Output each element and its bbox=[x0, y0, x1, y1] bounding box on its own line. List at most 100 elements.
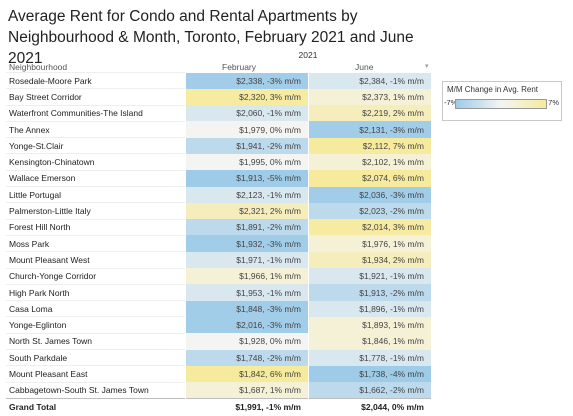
sort-icon[interactable]: ▾ bbox=[425, 63, 429, 70]
legend-gradient-bar bbox=[455, 99, 547, 109]
table-row[interactable]: Yonge-Eglinton $2,016, -3% m/m $1,893, 1% … bbox=[6, 316, 431, 334]
neighbourhood-name: Casa Loma bbox=[6, 300, 186, 317]
february-cell[interactable]: $1,932, -3% m/m bbox=[185, 235, 309, 252]
june-cell[interactable]: $2,112, 7% m/m bbox=[308, 137, 431, 154]
table-row[interactable]: Mount Pleasant East $1,842, 6% m/m $1,738,… bbox=[6, 365, 431, 383]
february-cell[interactable]: $1,995, 0% m/m bbox=[185, 153, 309, 171]
column-header-neighbourhood[interactable]: Neighbourhood bbox=[9, 62, 68, 72]
neighbourhood-name: Mount Pleasant East bbox=[6, 365, 186, 383]
june-cell[interactable]: $1,662, -2% m/m bbox=[308, 382, 431, 399]
table-row[interactable]: Mount Pleasant West $1,971, -1% m/m $1,934… bbox=[6, 251, 431, 269]
june-cell[interactable]: $2,102, 1% m/m bbox=[308, 153, 431, 171]
grand-total-june: $2,044, 0% m/m bbox=[308, 397, 431, 416]
table-row[interactable]: Rosedale-Moore Park $2,338, -3% m/m $2,384… bbox=[6, 71, 431, 89]
june-cell[interactable]: $2,373, 1% m/m bbox=[308, 88, 431, 106]
june-cell-text: $1,662, -2% m/m bbox=[359, 385, 424, 396]
table-row[interactable]: Palmerston-Little Italy $2,321, 2% m/m $2,… bbox=[6, 202, 431, 220]
february-cell[interactable]: $1,748, -2% m/m bbox=[185, 349, 309, 366]
grand-total-row[interactable]: Grand Total $1,991, -1% m/m $2,044, 0% m/m bbox=[6, 397, 431, 416]
june-cell[interactable]: $1,976, 1% m/m bbox=[308, 235, 431, 252]
june-cell[interactable]: $2,014, 3% m/m bbox=[308, 219, 431, 236]
february-cell[interactable]: $1,842, 6% m/m bbox=[185, 365, 309, 383]
june-cell[interactable]: $2,023, -2% m/m bbox=[308, 202, 431, 220]
june-cell-text: $2,014, 3% m/m bbox=[362, 222, 424, 233]
february-cell-text: $1,979, 0% m/m bbox=[239, 124, 301, 135]
table-row[interactable]: Waterfront Communities-The Island $2,060,… bbox=[6, 104, 431, 122]
february-cell[interactable]: $2,060, -1% m/m bbox=[185, 105, 309, 122]
june-cell[interactable]: $1,921, -1% m/m bbox=[308, 268, 431, 285]
february-cell[interactable]: $2,123, -1% m/m bbox=[185, 186, 309, 203]
june-cell[interactable]: $1,913, -2% m/m bbox=[308, 284, 431, 301]
june-cell-text: $2,074, 6% m/m bbox=[362, 173, 424, 184]
neighbourhood-name: North St. James Town bbox=[6, 332, 186, 350]
february-cell[interactable]: $1,848, -3% m/m bbox=[185, 300, 309, 317]
june-cell-text: $1,976, 1% m/m bbox=[362, 238, 424, 249]
june-cell[interactable]: $1,893, 1% m/m bbox=[308, 316, 431, 334]
february-cell[interactable]: $1,966, 1% m/m bbox=[185, 268, 309, 285]
neighbourhood-name: Bay Street Corridor bbox=[6, 88, 186, 106]
june-cell[interactable]: $1,778, -1% m/m bbox=[308, 349, 431, 366]
june-cell[interactable]: $2,384, -1% m/m bbox=[308, 72, 431, 89]
february-cell-text: $2,123, -1% m/m bbox=[236, 189, 301, 200]
neighbourhood-name: Church-Yonge Corridor bbox=[6, 267, 186, 285]
june-cell-text: $1,738, -4% m/m bbox=[359, 368, 424, 379]
grand-total-june-text: $2,044, 0% m/m bbox=[361, 402, 424, 413]
table-row[interactable]: Kensington-Chinatown $1,995, 0% m/m $2,102… bbox=[6, 153, 431, 171]
february-cell[interactable]: $2,338, -3% m/m bbox=[185, 72, 309, 89]
table-row[interactable]: Church-Yonge Corridor $1,966, 1% m/m $1,92… bbox=[6, 267, 431, 285]
february-cell[interactable]: $1,687, 1% m/m bbox=[185, 382, 309, 399]
table-row[interactable]: Bay Street Corridor $2,320, 3% m/m $2,373,… bbox=[6, 88, 431, 106]
february-cell-text: $1,842, 6% m/m bbox=[239, 368, 301, 379]
june-cell[interactable]: $2,074, 6% m/m bbox=[308, 170, 431, 187]
legend-max-label: 7% bbox=[548, 98, 559, 107]
table-row[interactable]: The Annex $1,979, 0% m/m $2,131, -3% m/m bbox=[6, 120, 431, 138]
june-cell[interactable]: $1,896, -1% m/m bbox=[308, 300, 431, 317]
february-cell[interactable]: $1,979, 0% m/m bbox=[185, 121, 309, 138]
june-cell[interactable]: $1,738, -4% m/m bbox=[308, 365, 431, 383]
february-cell-text: $1,748, -2% m/m bbox=[236, 352, 301, 363]
june-cell[interactable]: $2,131, -3% m/m bbox=[308, 121, 431, 138]
february-cell[interactable]: $1,953, -1% m/m bbox=[185, 284, 309, 301]
june-cell-text: $2,102, 1% m/m bbox=[362, 157, 424, 168]
table-row[interactable]: North St. James Town $1,928, 0% m/m $1,846… bbox=[6, 332, 431, 350]
june-cell-text: $2,112, 7% m/m bbox=[362, 140, 424, 151]
february-cell[interactable]: $2,016, -3% m/m bbox=[185, 316, 309, 334]
february-cell[interactable]: $1,971, -1% m/m bbox=[185, 251, 309, 269]
february-cell[interactable]: $2,321, 2% m/m bbox=[185, 202, 309, 220]
neighbourhood-name: Cabbagetown-South St. James Town bbox=[6, 381, 186, 399]
table-row[interactable]: Moss Park $1,932, -3% m/m $1,976, 1% m/m bbox=[6, 234, 431, 252]
june-cell-text: $1,896, -1% m/m bbox=[359, 303, 424, 314]
chart-title-line-1: Average Rent for Condo and Rental Apartm… bbox=[8, 8, 358, 25]
table-row[interactable]: Cabbagetown-South St. James Town $1,687, … bbox=[6, 381, 431, 399]
june-cell-text: $1,921, -1% m/m bbox=[359, 271, 424, 282]
color-legend: M/M Change in Avg. Rent -7% 7% bbox=[442, 81, 562, 121]
february-cell[interactable]: $1,928, 0% m/m bbox=[185, 333, 309, 350]
june-cell[interactable]: $2,219, 2% m/m bbox=[308, 105, 431, 122]
february-cell-text: $1,966, 1% m/m bbox=[239, 271, 301, 282]
february-cell[interactable]: $2,320, 3% m/m bbox=[185, 88, 309, 106]
table-row[interactable]: Little Portugal $2,123, -1% m/m $2,036, -3… bbox=[6, 186, 431, 203]
february-cell[interactable]: $1,891, -2% m/m bbox=[185, 219, 309, 236]
june-cell[interactable]: $1,934, 2% m/m bbox=[308, 251, 431, 269]
neighbourhood-name: Mount Pleasant West bbox=[6, 251, 186, 269]
year-header: 2021 bbox=[298, 50, 318, 60]
column-header-february[interactable]: February bbox=[222, 62, 257, 72]
table-row[interactable]: South Parkdale $1,748, -2% m/m $1,778, -1%… bbox=[6, 349, 431, 366]
column-header-june[interactable]: June bbox=[355, 62, 374, 72]
table-row[interactable]: High Park North $1,953, -1% m/m $1,913, -2… bbox=[6, 283, 431, 301]
june-cell[interactable]: $1,846, 1% m/m bbox=[308, 333, 431, 350]
table-row[interactable]: Yonge-St.Clair $1,941, -2% m/m $2,112, 7% … bbox=[6, 137, 431, 154]
neighbourhood-name: The Annex bbox=[6, 120, 186, 138]
february-cell[interactable]: $1,913, -5% m/m bbox=[185, 170, 309, 187]
february-cell[interactable]: $1,941, -2% m/m bbox=[185, 137, 309, 154]
table-row[interactable]: Wallace Emerson $1,913, -5% m/m $2,074, 6%… bbox=[6, 169, 431, 187]
february-cell-text: $1,687, 1% m/m bbox=[239, 385, 301, 396]
table-row[interactable]: Casa Loma $1,848, -3% m/m $1,896, -1% m/m bbox=[6, 300, 431, 317]
february-cell-text: $2,321, 2% m/m bbox=[239, 206, 301, 217]
neighbourhood-name: High Park North bbox=[6, 283, 186, 301]
rent-table: Rosedale-Moore Park $2,338, -3% m/m $2,384… bbox=[6, 71, 431, 416]
june-cell-text: $1,893, 1% m/m bbox=[362, 320, 424, 331]
table-row[interactable]: Forest Hill North $1,891, -2% m/m $2,014, … bbox=[6, 218, 431, 236]
february-cell-text: $1,913, -5% m/m bbox=[236, 173, 301, 184]
june-cell[interactable]: $2,036, -3% m/m bbox=[308, 186, 431, 203]
